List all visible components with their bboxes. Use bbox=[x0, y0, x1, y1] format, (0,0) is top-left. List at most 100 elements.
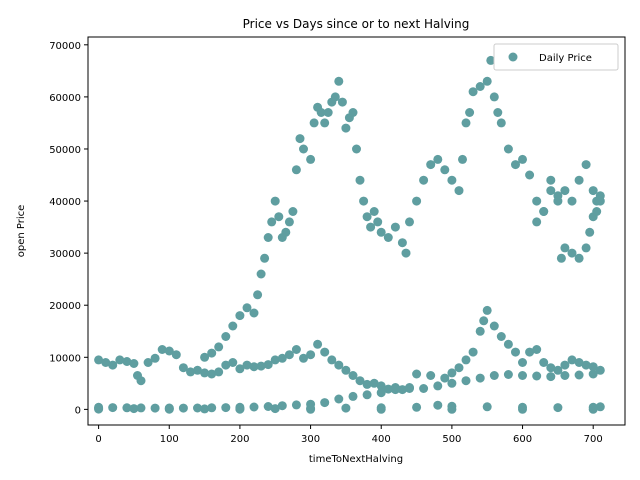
data-point bbox=[129, 404, 139, 414]
y-tick-label: 0 bbox=[75, 405, 81, 416]
x-tick-label: 600 bbox=[513, 434, 532, 445]
data-point bbox=[221, 332, 231, 341]
data-point bbox=[426, 160, 436, 170]
data-point bbox=[503, 144, 513, 154]
data-point bbox=[588, 369, 598, 379]
data-point bbox=[553, 403, 563, 413]
data-point bbox=[433, 400, 443, 410]
data-point bbox=[479, 316, 489, 326]
data-point bbox=[433, 154, 443, 164]
data-point bbox=[122, 403, 132, 413]
data-point bbox=[496, 332, 506, 341]
y-tick-label: 10000 bbox=[49, 353, 81, 364]
data-point bbox=[496, 118, 506, 128]
data-point bbox=[503, 339, 513, 349]
data-point bbox=[376, 381, 386, 391]
data-point bbox=[323, 108, 333, 117]
data-point bbox=[454, 186, 464, 196]
data-point bbox=[193, 403, 202, 413]
x-axis: 0 100 200 300 400 500 600 700 bbox=[95, 425, 603, 445]
data-point bbox=[299, 353, 308, 363]
data-point bbox=[207, 403, 217, 413]
data-point bbox=[401, 248, 411, 258]
data-point bbox=[560, 243, 570, 253]
y-tick-label: 40000 bbox=[49, 197, 81, 208]
x-tick-label: 200 bbox=[230, 434, 249, 445]
data-point bbox=[221, 403, 231, 413]
data-point bbox=[468, 347, 478, 357]
data-point bbox=[546, 363, 556, 373]
data-point bbox=[405, 383, 414, 392]
data-point bbox=[447, 404, 457, 414]
legend-marker bbox=[508, 52, 518, 62]
data-point bbox=[306, 154, 316, 164]
data-point bbox=[284, 217, 294, 227]
data-point bbox=[458, 154, 467, 164]
data-point bbox=[465, 108, 475, 117]
data-point bbox=[193, 365, 202, 375]
data-point bbox=[539, 207, 549, 216]
data-point bbox=[150, 403, 160, 413]
data-point bbox=[171, 350, 181, 360]
data-point bbox=[412, 402, 422, 412]
data-point bbox=[108, 403, 118, 413]
data-point bbox=[585, 227, 595, 237]
data-point bbox=[383, 233, 393, 242]
data-point bbox=[277, 353, 287, 363]
y-axis: 0 10000 20000 30000 40000 50000 60000 70000 bbox=[49, 41, 88, 416]
data-point bbox=[214, 342, 224, 352]
data-point bbox=[560, 371, 570, 380]
data-point bbox=[574, 253, 584, 263]
data-point bbox=[518, 371, 527, 380]
data-point bbox=[320, 347, 330, 357]
data-point bbox=[461, 376, 471, 386]
x-tick-label: 100 bbox=[160, 434, 179, 445]
data-point bbox=[341, 403, 351, 413]
data-point bbox=[143, 358, 153, 367]
data-point bbox=[348, 371, 358, 380]
data-point bbox=[553, 196, 563, 206]
data-point bbox=[270, 355, 280, 365]
data-point bbox=[405, 217, 414, 227]
data-point bbox=[242, 360, 252, 370]
data-point bbox=[518, 358, 527, 367]
data-point bbox=[525, 170, 535, 180]
chart-title: Price vs Days since or to next Halving bbox=[243, 17, 470, 31]
data-point bbox=[369, 378, 379, 388]
y-tick-label: 50000 bbox=[49, 145, 81, 156]
data-point bbox=[94, 355, 104, 365]
data-point bbox=[567, 355, 577, 365]
data-point bbox=[489, 92, 499, 102]
data-point bbox=[419, 384, 429, 393]
data-point bbox=[295, 134, 305, 144]
data-point bbox=[157, 345, 167, 354]
data-point bbox=[362, 390, 372, 400]
data-point bbox=[129, 359, 139, 368]
data-point bbox=[433, 381, 443, 391]
data-point bbox=[567, 196, 577, 206]
legend-label: Daily Price bbox=[539, 53, 592, 64]
data-point bbox=[309, 118, 319, 128]
data-point bbox=[592, 207, 602, 216]
data-point bbox=[115, 355, 125, 365]
legend-box bbox=[493, 43, 619, 71]
data-point bbox=[454, 363, 464, 373]
data-point bbox=[588, 186, 598, 196]
data-point bbox=[475, 326, 485, 336]
data-point bbox=[108, 360, 118, 370]
data-point bbox=[122, 357, 132, 366]
data-point bbox=[260, 253, 270, 263]
data-point bbox=[352, 144, 361, 154]
data-point bbox=[334, 394, 344, 404]
data-point bbox=[263, 402, 273, 411]
data-point bbox=[299, 144, 308, 154]
legend: Daily Price bbox=[493, 43, 619, 71]
data-point bbox=[447, 368, 457, 378]
data-point bbox=[511, 347, 520, 357]
data-point bbox=[581, 160, 591, 170]
data-point bbox=[525, 347, 535, 357]
data-point bbox=[461, 355, 471, 365]
data-point bbox=[532, 217, 542, 227]
data-point bbox=[419, 175, 429, 185]
